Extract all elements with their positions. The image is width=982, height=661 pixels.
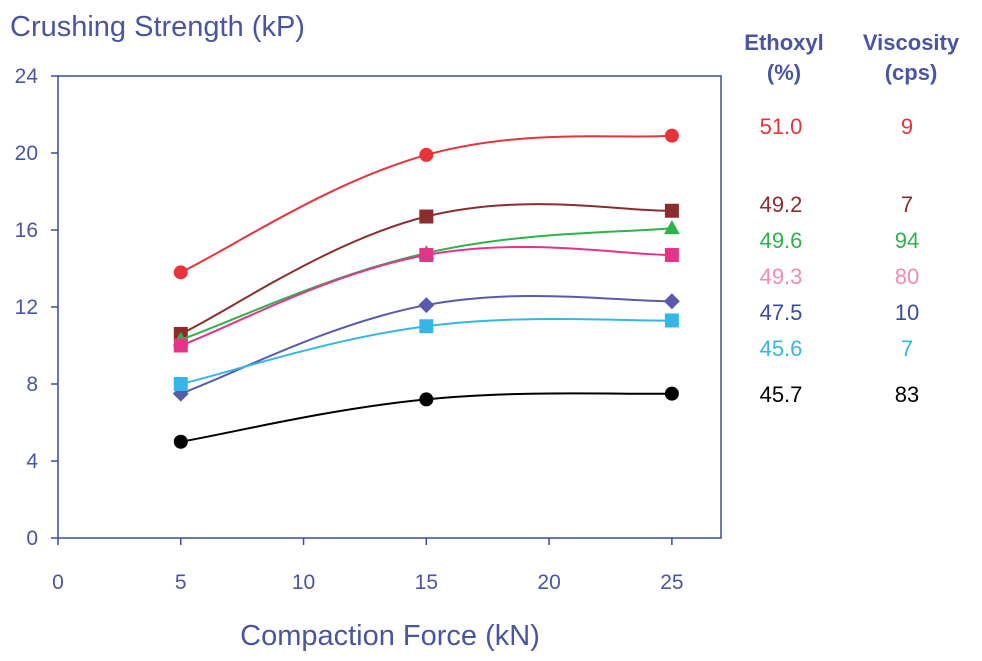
legend-ethoxyl-value: 45.6 xyxy=(760,336,803,361)
data-point-square xyxy=(173,338,188,353)
legend-header-ethoxyl: Ethoxyl xyxy=(744,30,823,55)
legend-ethoxyl-value: 47.5 xyxy=(760,300,803,325)
data-point-square xyxy=(419,319,434,334)
data-point-square xyxy=(419,209,434,224)
series-45.6-7 xyxy=(173,313,679,391)
x-tick-label: 25 xyxy=(660,571,683,594)
data-point-circle xyxy=(419,392,434,407)
legend-header-viscosity: (cps) xyxy=(885,60,938,85)
x-tick-label: 0 xyxy=(52,571,64,594)
data-point-square xyxy=(419,248,434,263)
y-tick-label: 8 xyxy=(26,373,38,396)
y-tick-label: 12 xyxy=(15,296,38,319)
legend-ethoxyl-value: 49.2 xyxy=(760,192,803,217)
y-tick-label: 0 xyxy=(26,527,38,550)
data-point-triangle xyxy=(663,220,680,235)
series-51.0-9 xyxy=(173,128,679,280)
legend-table: Ethoxyl (%) Viscosity (cps) 51.0 9 49.2 7 49.6 94… xyxy=(744,30,960,407)
legend-ethoxyl-value: 51.0 xyxy=(760,114,803,139)
legend-viscosity-value: 7 xyxy=(901,192,913,217)
legend-header-ethoxyl: (%) xyxy=(767,60,801,85)
legend-viscosity-value: 83 xyxy=(895,382,919,407)
legend-viscosity-value: 10 xyxy=(895,300,919,325)
y-tick-label: 20 xyxy=(15,142,38,165)
series-49.3-80 xyxy=(173,246,679,353)
x-tick-label: 20 xyxy=(537,571,560,594)
data-point-circle xyxy=(664,386,679,401)
y-tick-label: 16 xyxy=(15,219,38,242)
series-45.7-83 xyxy=(173,386,679,449)
data-point-circle xyxy=(664,128,679,143)
legend-viscosity-value: 80 xyxy=(895,264,919,289)
y-tick-label: 4 xyxy=(26,450,38,473)
legend-viscosity-value: 9 xyxy=(901,114,913,139)
legend-header-viscosity: Viscosity xyxy=(863,30,960,55)
x-tick-label: 5 xyxy=(175,571,187,594)
data-point-circle xyxy=(419,147,434,162)
legend-ethoxyl-value: 49.3 xyxy=(760,264,803,289)
legend-ethoxyl-value: 45.7 xyxy=(760,382,803,407)
data-point-diamond xyxy=(663,293,680,310)
data-point-square xyxy=(664,248,679,263)
x-axis-label: Compaction Force (kN) xyxy=(240,620,540,652)
x-axis: 0 5 10 15 20 25 xyxy=(52,538,684,594)
data-point-square xyxy=(173,377,188,391)
plot-area xyxy=(57,75,722,539)
y-axis: 0 4 8 12 16 20 24 xyxy=(15,65,58,550)
x-tick-label: 10 xyxy=(292,571,315,594)
series-layer xyxy=(172,128,680,449)
data-point-circle xyxy=(173,434,188,449)
data-point-diamond xyxy=(418,297,435,314)
data-point-square xyxy=(664,203,679,218)
x-tick-label: 15 xyxy=(415,571,438,594)
y-tick-label: 24 xyxy=(15,65,39,88)
data-point-circle xyxy=(173,265,188,280)
chart-title: Crushing Strength (kP) xyxy=(10,11,305,43)
data-point-square xyxy=(664,313,679,328)
legend-ethoxyl-value: 49.6 xyxy=(760,228,803,253)
legend-viscosity-value: 94 xyxy=(895,228,919,253)
series-47.5-10 xyxy=(172,293,680,402)
legend-viscosity-value: 7 xyxy=(901,336,913,361)
